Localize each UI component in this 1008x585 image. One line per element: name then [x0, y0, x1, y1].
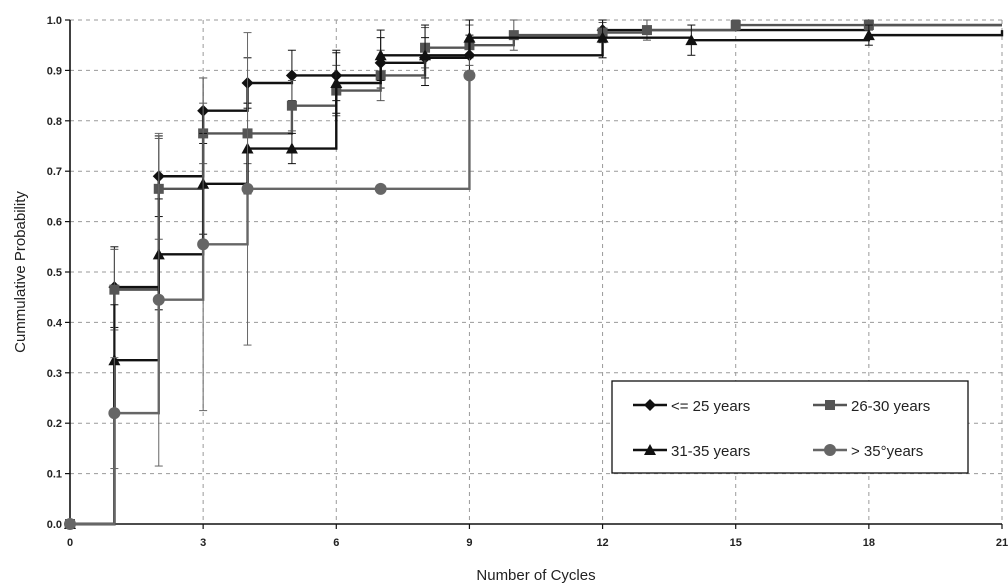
- x-tick-label: 6: [333, 537, 339, 549]
- y-tick-label: 0.1: [47, 469, 62, 481]
- data-point: [241, 182, 254, 195]
- legend-marker: [644, 399, 656, 411]
- x-tick-label: 0: [67, 537, 73, 549]
- y-tick-label: 0.9: [47, 65, 62, 77]
- y-tick-label: 0.2: [47, 418, 62, 430]
- legend-label-series-4: > 35°years: [851, 443, 923, 460]
- y-tick-label: 0.7: [47, 166, 62, 178]
- data-point: [285, 69, 298, 82]
- x-tick-label: 3: [200, 537, 206, 549]
- legend-marker: [644, 444, 656, 455]
- data-point: [330, 77, 343, 88]
- series-step-line: [70, 75, 471, 526]
- data-point: [197, 238, 210, 251]
- y-tick-label: 0.6: [47, 217, 62, 229]
- x-tick-label: 15: [730, 537, 742, 549]
- legend-marker: [824, 444, 836, 456]
- data-point: [374, 182, 387, 195]
- grid: [70, 19, 1003, 524]
- data-point: [285, 142, 298, 154]
- data-point: [641, 25, 652, 36]
- y-tick-label: 1.0: [47, 15, 62, 27]
- data-point: [419, 49, 432, 61]
- y-tick-label: 0.5: [47, 267, 62, 279]
- x-tick-label: 12: [596, 537, 608, 549]
- data-point: [374, 49, 387, 61]
- data-point: [596, 31, 609, 43]
- legend-label-series-2: 26-30 years: [851, 398, 930, 415]
- legend-label-series-3: 31-35 years: [671, 443, 750, 460]
- legend-box: [611, 380, 969, 474]
- data-point: [463, 31, 476, 43]
- x-axis-label: Number of Cycles: [476, 567, 595, 584]
- data-point: [108, 407, 121, 420]
- data-point: [64, 518, 76, 530]
- x-tick-label: 21: [996, 537, 1008, 549]
- y-tick-label: 0.4: [47, 317, 63, 329]
- data-point: [152, 293, 165, 306]
- legend-marker: [825, 400, 835, 410]
- y-tick-label: 0.0: [47, 519, 62, 531]
- data-point: [463, 69, 476, 82]
- legend-label-series-1: <= 25 years: [671, 398, 750, 415]
- data-point: [109, 284, 120, 295]
- x-tick-label: 9: [466, 537, 472, 549]
- x-tick-label: 18: [863, 537, 875, 549]
- data-point: [685, 34, 698, 46]
- data-point: [862, 29, 875, 41]
- y-axis-label: Cummulative Probability: [12, 191, 29, 353]
- data-point: [730, 20, 741, 31]
- legend: <= 25 years 26-30 years 31-35 years > 35…: [611, 380, 969, 474]
- y-tick-label: 0.3: [47, 368, 62, 380]
- series: [64, 19, 1004, 530]
- y-tick-label: 0.8: [47, 116, 62, 128]
- x-tick-labels: 0 3 6 9 12 15 18 21: [67, 524, 1008, 549]
- y-tick-labels: 0.0 0.1 0.2 0.3 0.4 0.5 0.6 0.7 0.8 0.9 1.0: [47, 15, 70, 531]
- data-point: [286, 100, 297, 111]
- data-point: [508, 30, 519, 41]
- series-4: [64, 32, 476, 530]
